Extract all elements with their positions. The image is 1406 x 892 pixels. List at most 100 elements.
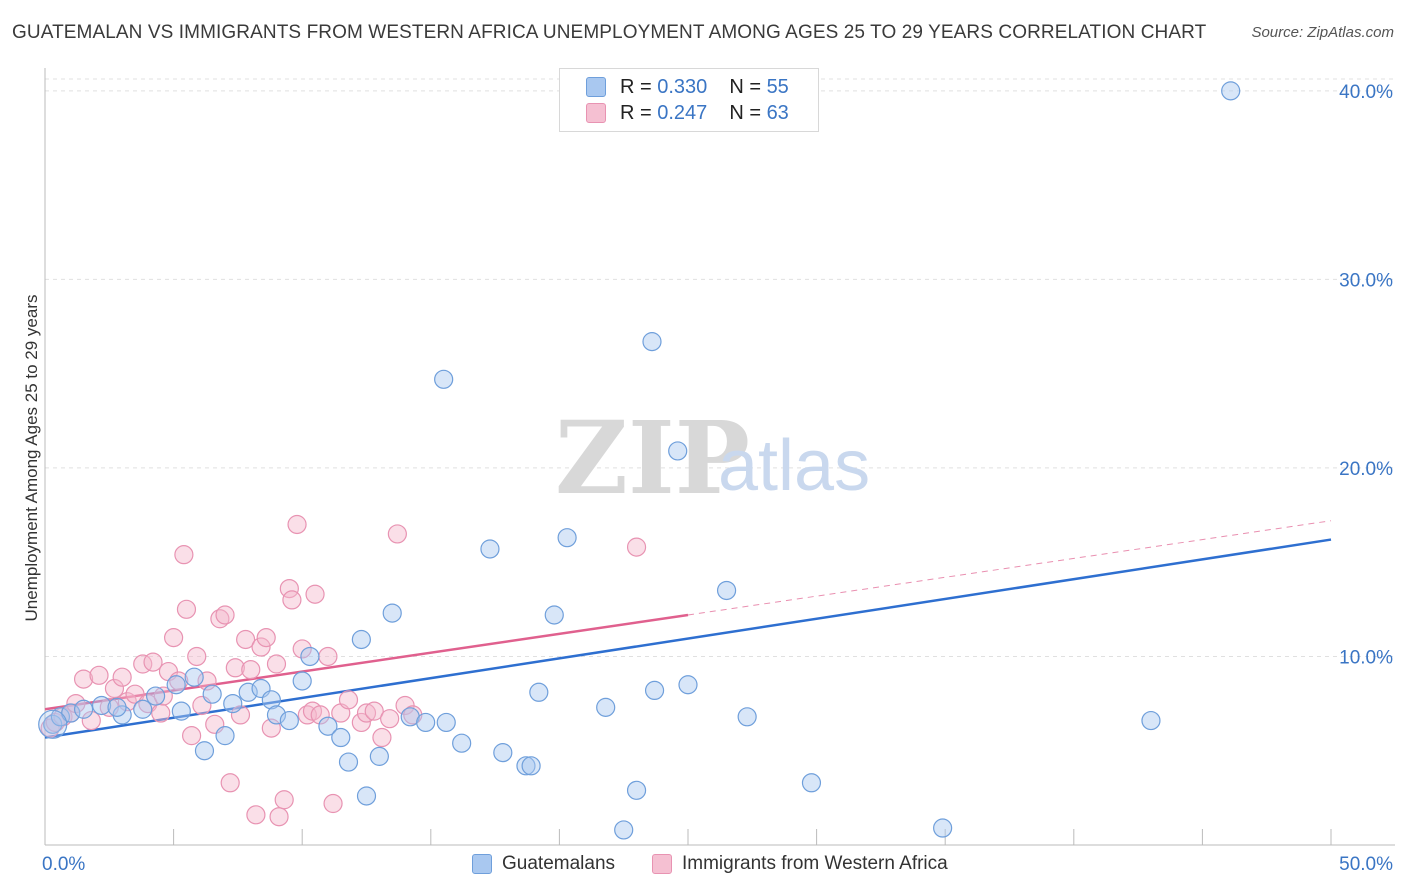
guatemalan-point <box>416 712 436 733</box>
western-africa-point <box>176 599 197 619</box>
western-africa-point <box>323 793 343 814</box>
guatemalan-point <box>544 605 564 625</box>
guatemalan-point <box>238 682 258 702</box>
watermark-zip: ZIP <box>555 399 750 517</box>
legend-r-value: 0.330 <box>657 75 708 98</box>
legend-row-guatemalans: R = 0.330 N = 55 <box>586 74 789 100</box>
western-africa-point <box>274 790 294 810</box>
guatemalan-point <box>202 684 222 704</box>
western-africa-point <box>182 726 202 746</box>
western-africa-point <box>266 654 287 674</box>
legend-r-label: R = <box>620 101 652 124</box>
guatemalan-point <box>145 686 166 706</box>
guatemalan-point <box>43 714 63 734</box>
guatemalan-point <box>382 603 402 623</box>
western-africa-point <box>73 669 94 689</box>
guatemalan-point <box>452 733 472 753</box>
guatemalan-point <box>1221 81 1241 101</box>
western-africa-point <box>174 545 194 565</box>
x-tick-label: 0.0% <box>42 854 85 875</box>
bottom-legend-western-africa: Immigrants from Western Africa <box>652 851 948 877</box>
legend-r-label: R = <box>620 75 652 98</box>
western-africa-point <box>387 524 407 544</box>
bottom-legend-guatemalans: Guatemalans <box>472 851 615 877</box>
chart-source: Source: ZipAtlas.com <box>1251 24 1394 41</box>
western-africa-point <box>318 646 338 667</box>
guatemalan-point <box>194 741 215 761</box>
western-africa-point <box>287 514 307 535</box>
guatemalan-point <box>279 710 299 731</box>
y-tick-label: 30.0% <box>1339 270 1393 291</box>
legend-n-label: N = <box>729 101 761 124</box>
guatemalan-point <box>338 752 359 772</box>
western-africa-point <box>626 537 647 557</box>
guatemalan-point <box>331 727 351 748</box>
guatemalan-point <box>716 580 737 601</box>
guatemalan-point <box>493 743 513 763</box>
guatemalan-point <box>434 369 454 389</box>
guatemalan-point <box>369 746 389 766</box>
bottom-legend-label: Guatemalans <box>502 853 616 874</box>
guatemalan-point <box>516 756 536 776</box>
watermark-atlas: atlas <box>718 426 870 506</box>
legend-row-western-africa: R = 0.247 N = 63 <box>586 100 789 126</box>
western-africa-point <box>138 693 158 714</box>
western-africa-point <box>305 584 325 604</box>
guatemalan-point <box>184 667 204 687</box>
western-africa-point <box>338 690 359 710</box>
guatemalan-point <box>737 707 757 727</box>
western-africa-point <box>125 684 145 704</box>
guatemalan-point <box>436 712 456 733</box>
guatemalan-point <box>261 690 281 710</box>
x-tick-label: 50.0% <box>1339 854 1393 875</box>
western-africa-point <box>246 805 266 825</box>
bottom-legend-swatch-pink <box>652 854 672 874</box>
guatemalan-point <box>644 680 665 701</box>
western-africa-point <box>225 658 245 678</box>
western-africa-point <box>372 727 392 748</box>
legend-n-label: N = <box>729 75 761 98</box>
tick-labels: 10.0% 20.0% 30.0% 40.0% 0.0% 50.0% <box>42 82 1393 875</box>
western-africa-point <box>164 628 184 648</box>
western-africa-point <box>256 628 276 648</box>
western-africa-point <box>220 773 240 793</box>
bottom-legend-swatch-blue <box>472 854 492 874</box>
y-axis-label: Unemployment Among Ages 25 to 29 years <box>22 295 41 622</box>
guatemalan-point <box>215 726 235 746</box>
western-africa-point <box>380 709 400 729</box>
chart-title: GUATEMALAN VS IMMIGRANTS FROM WESTERN AF… <box>12 22 1207 43</box>
western-africa-point <box>236 629 256 650</box>
western-africa-point <box>356 703 377 723</box>
guatemalan-point <box>933 818 953 838</box>
western-africa-trendline <box>44 613 689 711</box>
gridlines <box>45 78 1395 657</box>
guatemalan-point <box>73 699 94 719</box>
y-tick-label: 20.0% <box>1339 459 1393 480</box>
western-africa-point <box>215 605 235 625</box>
guatemalan-point <box>642 332 662 352</box>
guatemalan-point <box>50 707 71 727</box>
watermark: ZIP atlas <box>555 399 870 517</box>
western-africa-point <box>282 590 302 610</box>
western-africa-point <box>210 609 230 629</box>
western-africa-point <box>364 701 384 721</box>
western-africa-point <box>269 807 289 827</box>
western-africa-point <box>230 705 251 725</box>
western-africa-point <box>143 652 163 672</box>
guatemalan-point <box>223 693 243 714</box>
guatemalan-point <box>166 675 186 695</box>
guatemalan-point <box>351 629 371 650</box>
western-africa-point <box>310 705 330 725</box>
guatemalan-point <box>521 756 541 776</box>
axes <box>44 68 1395 846</box>
guatemalan-point <box>318 716 338 736</box>
guatemalan-point <box>171 701 191 721</box>
y-tick-label: 10.0% <box>1339 647 1393 668</box>
legend: R = 0.330 N = 55 R = 0.247 N = 63 <box>559 68 819 132</box>
guatemalan-point <box>1141 710 1161 731</box>
western-africa-point <box>89 665 109 685</box>
guatemalan-point <box>801 773 822 793</box>
western-africa-point <box>292 639 312 659</box>
legend-n-value: 63 <box>766 101 789 124</box>
legend-n-value: 55 <box>766 75 789 98</box>
